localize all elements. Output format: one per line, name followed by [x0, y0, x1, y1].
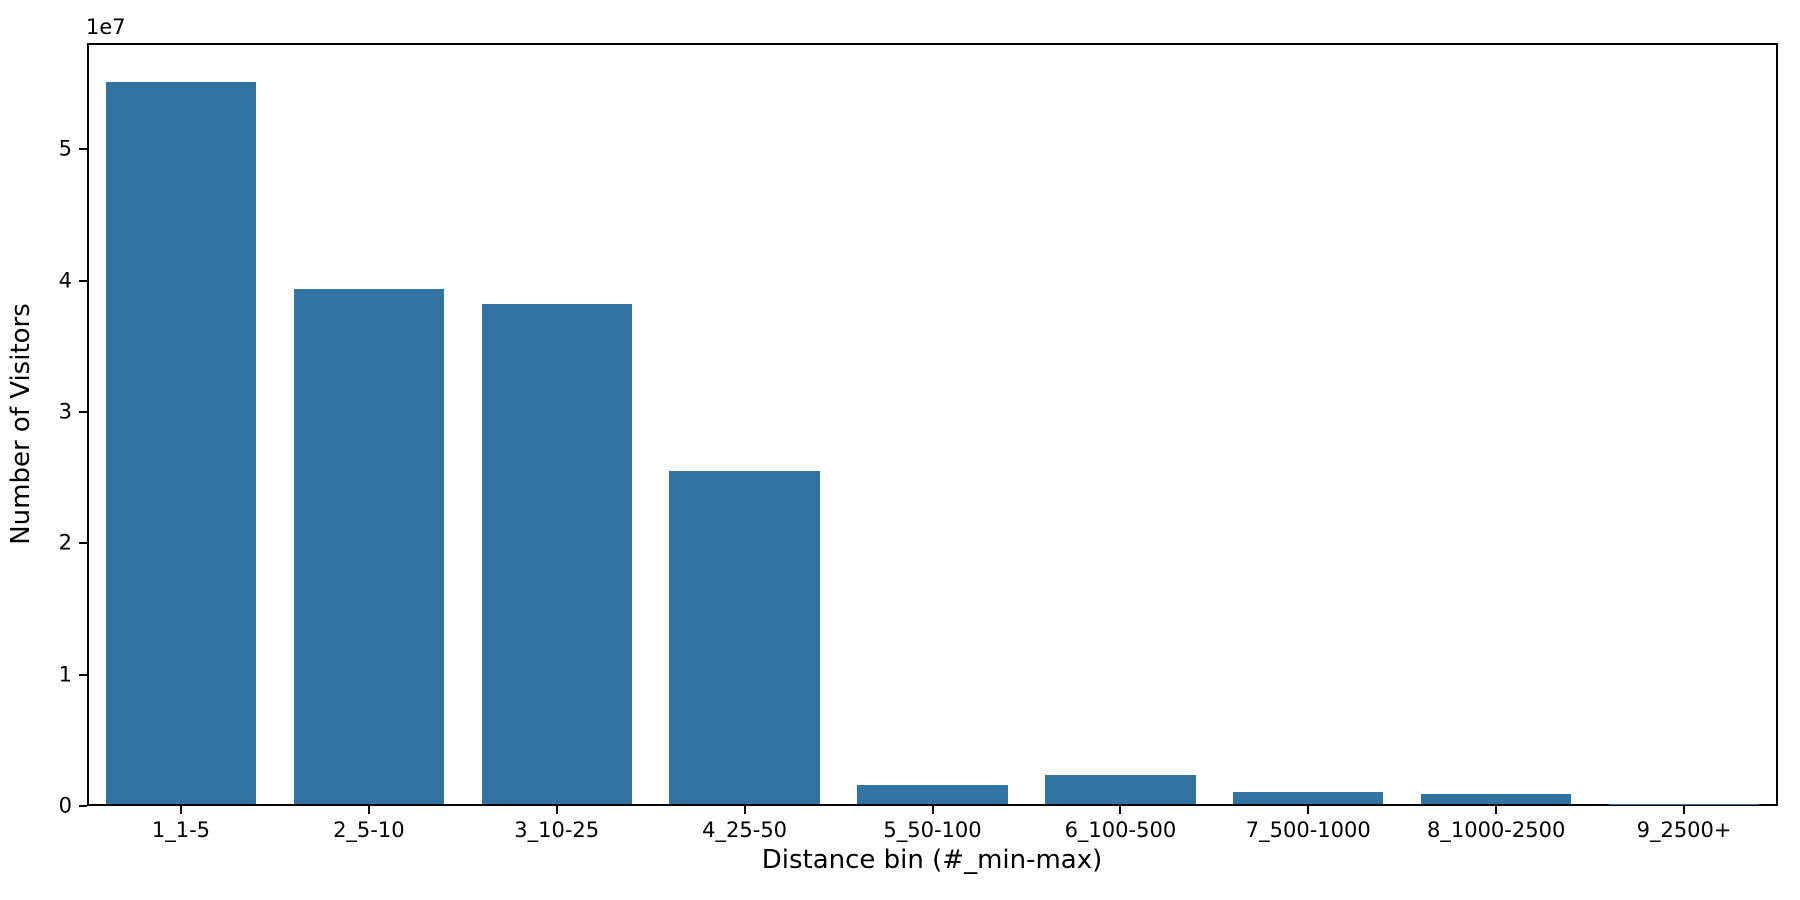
y-tick-mark	[79, 805, 87, 807]
bar-8_1000-2500	[1421, 794, 1572, 804]
y-tick-label: 3	[58, 399, 72, 424]
y-tick-mark	[79, 411, 87, 414]
x-tick-label: 6_100-500	[1064, 818, 1177, 842]
x-tick-mark	[1307, 806, 1310, 814]
x-tick-label: 8_1000-2500	[1426, 818, 1566, 842]
x-tick-mark	[743, 806, 746, 814]
x-tick-mark	[931, 806, 934, 814]
y-tick-mark	[79, 148, 87, 151]
plot-area	[87, 43, 1778, 806]
bar-7_500-1000	[1233, 791, 1384, 804]
y-tick-label: 2	[58, 530, 72, 555]
bar-4_25-50	[669, 470, 820, 804]
x-tick-label: 9_2500+	[1636, 818, 1732, 842]
bar-5_50-100	[857, 785, 1008, 804]
y-tick-mark	[79, 673, 87, 676]
x-tick-mark	[1683, 806, 1686, 814]
x-tick-mark	[1495, 806, 1498, 814]
y-tick-label: 4	[58, 268, 72, 293]
y-axis-label: Number of Visitors	[6, 303, 36, 545]
bar-2_5-10	[293, 289, 444, 804]
x-tick-mark	[179, 806, 182, 814]
bar-6_100-500	[1045, 775, 1196, 804]
x-tick-label: 7_500-1000	[1245, 818, 1371, 842]
x-tick-mark	[1119, 806, 1122, 814]
x-tick-mark	[555, 806, 558, 814]
x-axis-label: Distance bin (#_min-max)	[761, 845, 1103, 875]
y-tick-mark	[79, 279, 87, 282]
y-axis-offset-text: 1e7	[86, 15, 126, 39]
y-tick-label: 1	[58, 662, 72, 687]
x-tick-label: 2_5-10	[333, 818, 405, 842]
bar-3_10-25	[481, 303, 632, 804]
x-tick-label: 5_50-100	[883, 818, 982, 842]
x-tick-label: 1_1-5	[151, 818, 211, 842]
bar-1_1-5	[105, 81, 257, 804]
x-tick-label: 3_10-25	[514, 818, 600, 842]
y-tick-label: 5	[58, 136, 72, 161]
x-tick-label: 4_25-50	[702, 818, 788, 842]
x-tick-mark	[367, 806, 370, 814]
y-tick-mark	[79, 542, 87, 545]
y-tick-label: 0	[58, 793, 72, 818]
